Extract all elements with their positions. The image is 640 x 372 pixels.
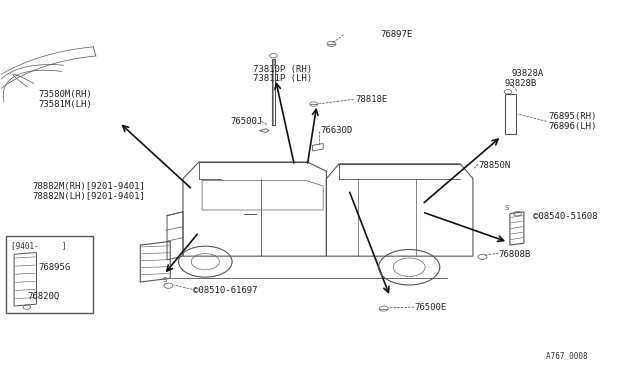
- Text: 78850N: 78850N: [478, 161, 510, 170]
- Text: S: S: [163, 278, 166, 283]
- Text: 76820Q: 76820Q: [27, 292, 59, 301]
- Text: 73811P (LH): 73811P (LH): [253, 74, 312, 83]
- Text: 76500E: 76500E: [414, 302, 447, 312]
- Text: 76630D: 76630D: [320, 126, 352, 135]
- Text: 93828A: 93828A: [511, 69, 543, 78]
- Text: ©08510-61697: ©08510-61697: [193, 286, 257, 295]
- Text: [9401-     ]: [9401- ]: [11, 241, 67, 250]
- Text: 76896(LH): 76896(LH): [548, 122, 596, 131]
- Text: 76500J: 76500J: [231, 117, 263, 126]
- Text: 76808B: 76808B: [499, 250, 531, 259]
- Text: 78882M(RH)[9201-9401]: 78882M(RH)[9201-9401]: [32, 182, 145, 191]
- Text: 78818E: 78818E: [355, 95, 387, 104]
- Text: 76897E: 76897E: [381, 30, 413, 39]
- Text: 93828B: 93828B: [505, 79, 537, 88]
- Text: ©08540-51608: ©08540-51608: [534, 212, 598, 221]
- Text: A767 0008: A767 0008: [546, 352, 588, 361]
- Text: 76895G: 76895G: [38, 263, 70, 272]
- Text: 73810P (RH): 73810P (RH): [253, 65, 312, 74]
- Text: 76895(RH): 76895(RH): [548, 112, 596, 121]
- Text: 78882N(LH)[9201-9401]: 78882N(LH)[9201-9401]: [32, 192, 145, 201]
- Text: S: S: [504, 205, 509, 211]
- Text: 73581M(LH): 73581M(LH): [38, 100, 92, 109]
- Bar: [6, 236, 93, 313]
- Text: 73580M(RH): 73580M(RH): [38, 90, 92, 99]
